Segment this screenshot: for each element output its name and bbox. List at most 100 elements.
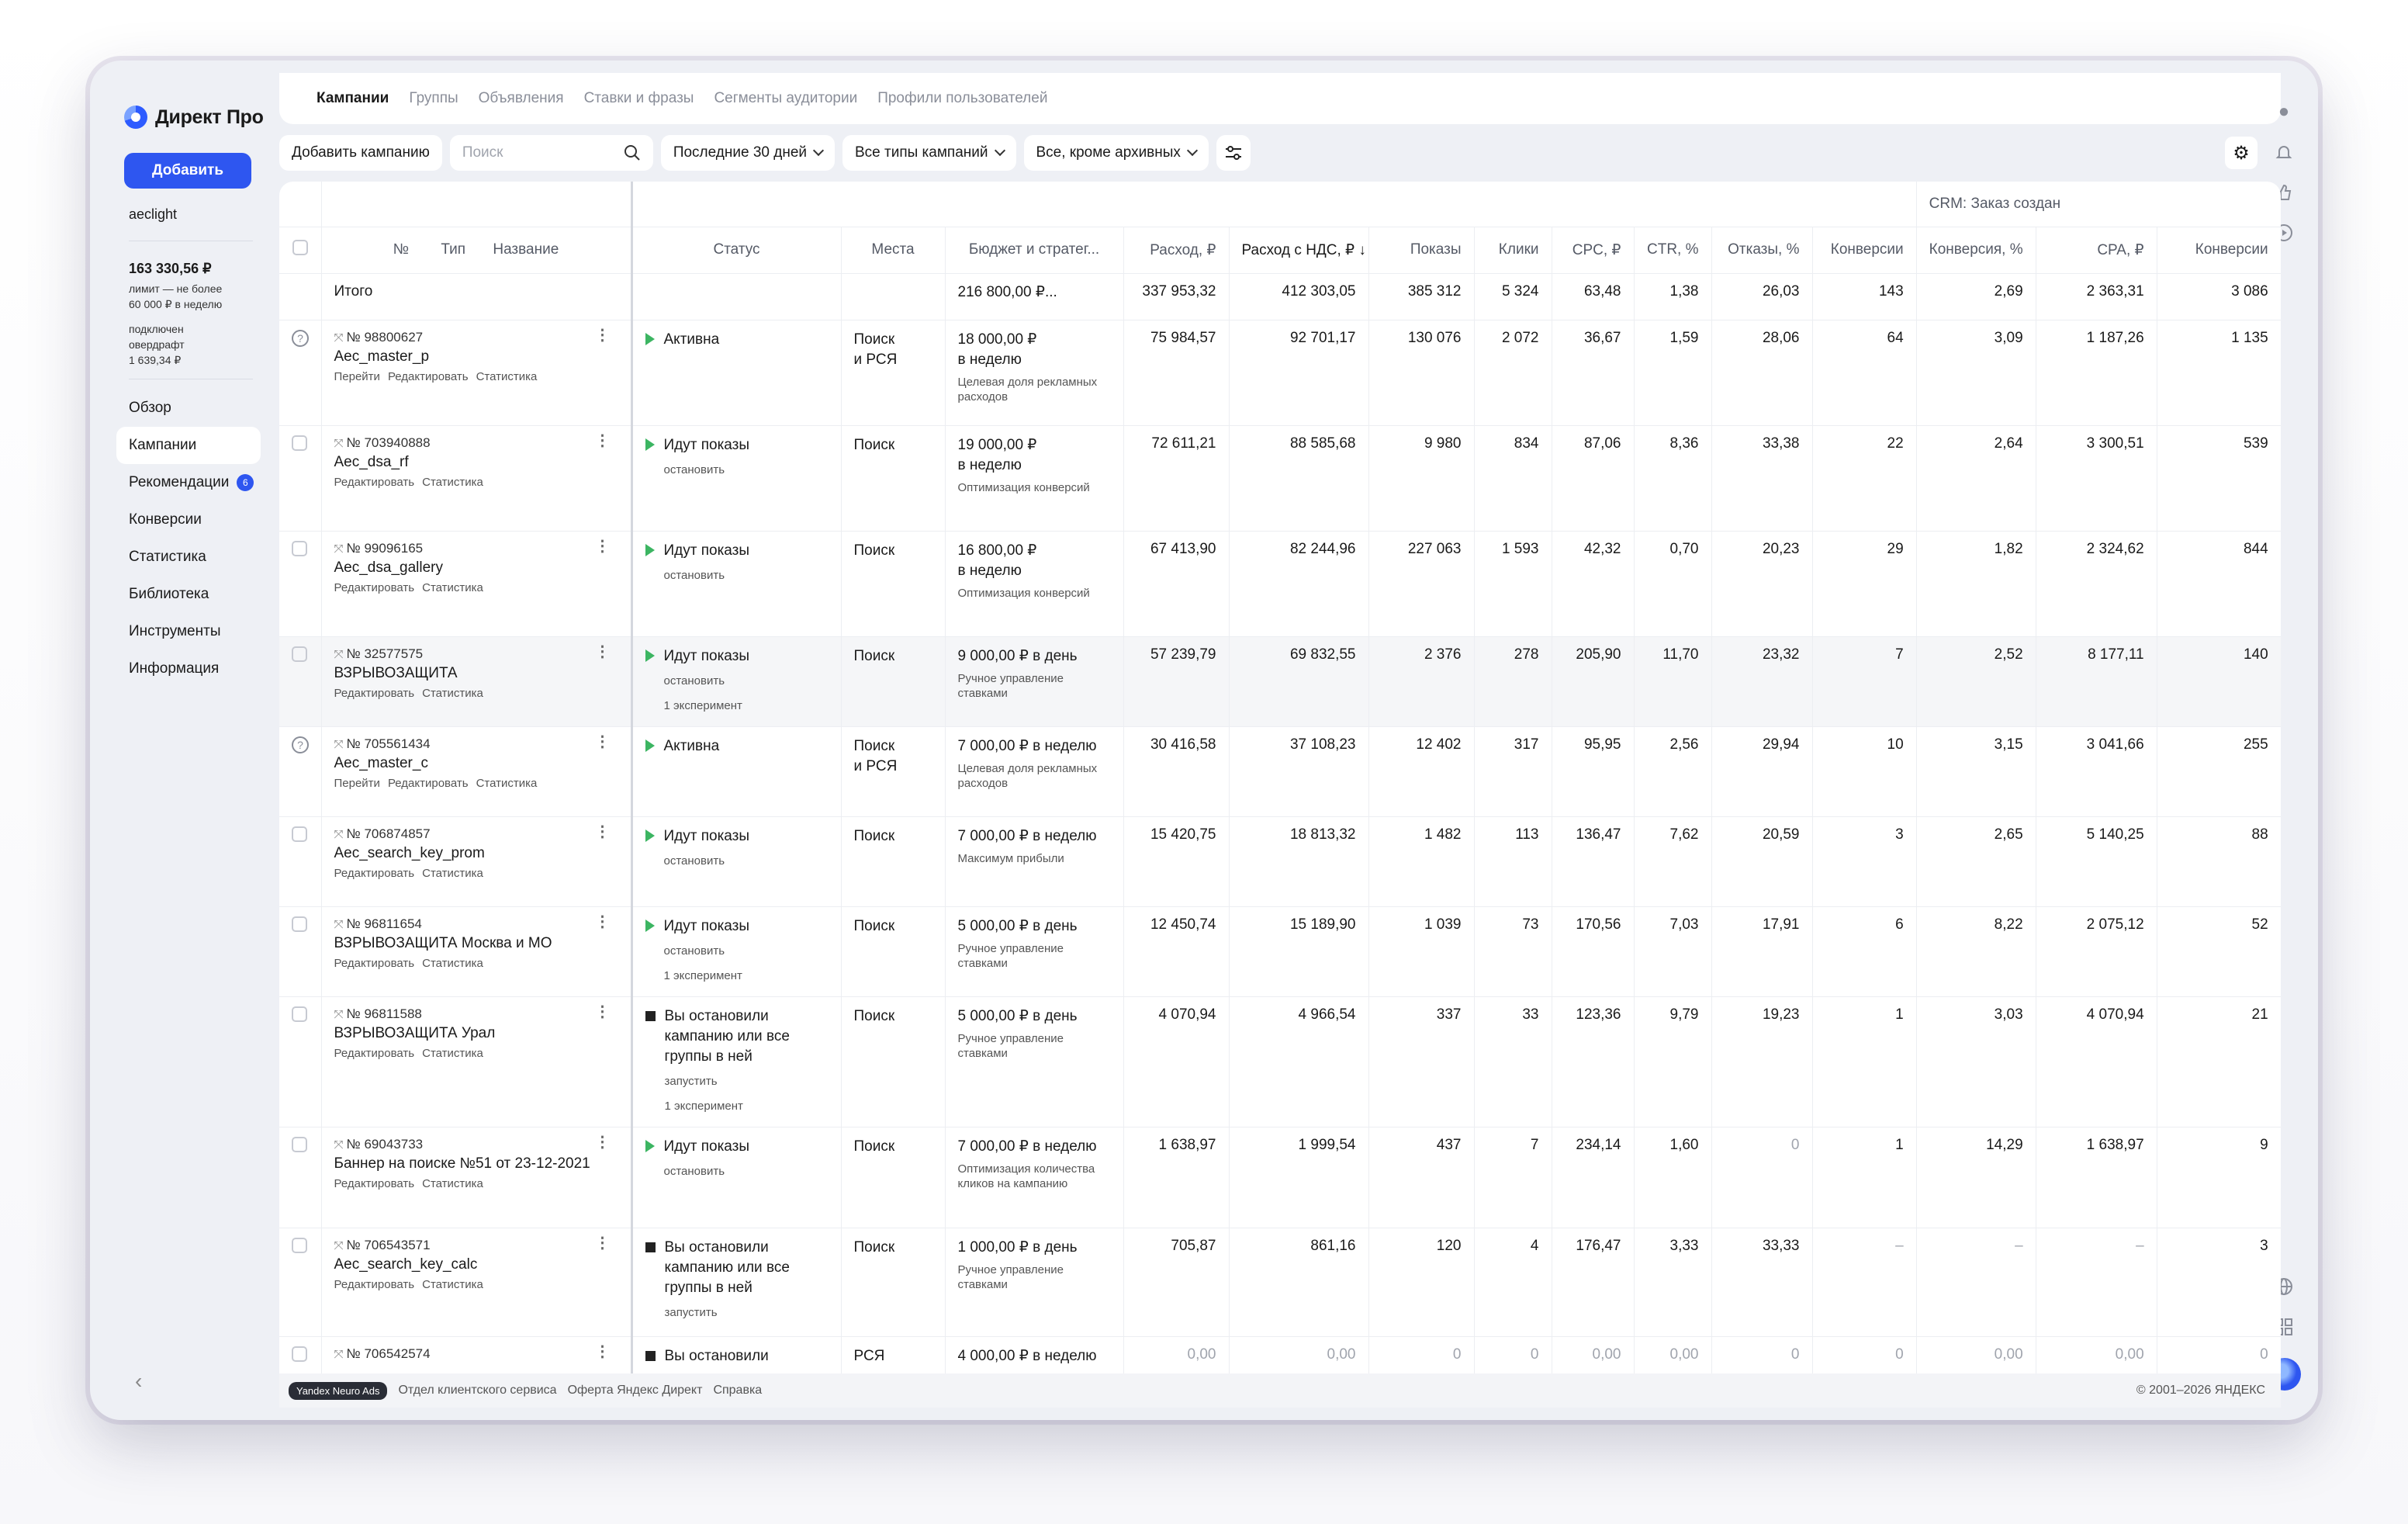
account-login[interactable]: aeclight bbox=[129, 206, 178, 222]
search-input[interactable]: Поиск bbox=[449, 135, 653, 171]
add-button[interactable]: Добавить bbox=[124, 153, 251, 189]
campaign-id[interactable]: № 706874857 bbox=[346, 826, 431, 841]
campaign-link[interactable]: Статистика bbox=[422, 956, 483, 970]
campaign-link[interactable]: Редактировать bbox=[334, 1277, 415, 1291]
campaign-link[interactable]: Статистика bbox=[476, 369, 538, 383]
campaign-id[interactable]: № 705561434 bbox=[346, 736, 431, 751]
campaign-id[interactable]: № 96811588 bbox=[346, 1006, 422, 1021]
campaign-link[interactable]: Редактировать bbox=[334, 866, 415, 880]
campaign-id[interactable]: № 69043733 bbox=[346, 1136, 424, 1152]
more-menu-icon[interactable]: ⋮ bbox=[594, 1234, 611, 1252]
status-action[interactable]: остановить bbox=[663, 568, 725, 582]
campaign-id[interactable]: № 99096165 bbox=[346, 540, 424, 556]
header-status[interactable]: Статус bbox=[631, 227, 842, 274]
budget-cell[interactable]: 9 000,00 ₽ в день Ручное управление ставк… bbox=[945, 636, 1124, 727]
status-action[interactable]: 1 эксперимент bbox=[664, 1099, 743, 1113]
more-menu-icon[interactable]: ⋮ bbox=[594, 1133, 611, 1151]
campaign-link[interactable]: Статистика bbox=[422, 1046, 483, 1060]
campaign-name[interactable]: Баннер на поиске №51 от 23-12-2021 bbox=[334, 1155, 590, 1172]
campaign-id[interactable]: № 706543571 bbox=[346, 1237, 431, 1252]
row-checkbox[interactable] bbox=[292, 646, 307, 662]
row-checkbox[interactable] bbox=[292, 826, 307, 842]
more-menu-icon[interactable]: ⋮ bbox=[594, 537, 611, 555]
status-action[interactable]: запустить bbox=[664, 1074, 718, 1088]
campaign-link[interactable]: Редактировать bbox=[334, 1046, 415, 1060]
campaign-link[interactable]: Редактировать bbox=[334, 475, 415, 489]
campaign-name[interactable]: ВЗРЫВОЗАЩИТА Урал bbox=[334, 1024, 496, 1041]
header-ctr[interactable]: CTR, % bbox=[1634, 227, 1712, 274]
status-action[interactable]: запустить bbox=[664, 1305, 718, 1319]
header-cpa[interactable]: CPA, ₽ bbox=[2036, 227, 2157, 274]
row-checkbox[interactable] bbox=[292, 435, 307, 451]
tab[interactable]: Кампании bbox=[317, 90, 389, 106]
header-conversions[interactable]: Конверсии bbox=[1812, 227, 1917, 274]
more-menu-icon[interactable]: ⋮ bbox=[594, 1003, 611, 1020]
campaign-link[interactable]: Редактировать bbox=[334, 580, 415, 594]
header-type[interactable]: Тип bbox=[441, 241, 466, 258]
status-action[interactable]: остановить bbox=[663, 944, 725, 958]
campaign-name[interactable]: Aec_dsa_rf bbox=[334, 453, 409, 470]
archive-filter-select[interactable]: Все, кроме архивных bbox=[1023, 135, 1209, 171]
sidebar-item[interactable]: Информация bbox=[116, 650, 261, 688]
sidebar-item[interactable]: Кампании bbox=[116, 427, 261, 464]
campaign-link[interactable]: Редактировать bbox=[387, 776, 469, 790]
campaign-name[interactable]: ВЗРЫВОЗАЩИТА bbox=[334, 664, 458, 681]
status-action[interactable]: остановить bbox=[663, 674, 725, 688]
campaign-id[interactable]: № 703940888 bbox=[346, 435, 431, 450]
logo[interactable]: Директ Про bbox=[124, 106, 264, 129]
campaign-link[interactable]: Статистика bbox=[422, 1277, 483, 1291]
more-menu-icon[interactable]: ⋮ bbox=[594, 1342, 611, 1360]
header-cpc[interactable]: CPC, ₽ bbox=[1552, 227, 1635, 274]
header-num[interactable]: № bbox=[393, 241, 410, 258]
header-budget[interactable]: Бюджет и стратег... bbox=[945, 227, 1124, 274]
header-spend[interactable]: Расход, ₽ bbox=[1123, 227, 1230, 274]
header-conversion-rate[interactable]: Конверсия, % bbox=[1916, 227, 2036, 274]
campaign-link[interactable]: Перейти bbox=[334, 369, 380, 383]
account-balance[interactable]: 163 330,56 ₽ bbox=[129, 261, 212, 276]
sidebar-item[interactable]: Обзор bbox=[116, 390, 261, 427]
campaign-name[interactable]: ВЗРЫВОЗАЩИТА Москва и МО bbox=[334, 934, 552, 951]
sidebar-item[interactable]: Статистика bbox=[116, 539, 261, 576]
collapse-sidebar-icon[interactable]: ‹ bbox=[135, 1369, 143, 1393]
tab[interactable]: Профили пользователей bbox=[877, 90, 1048, 106]
header-num-type-name[interactable]: № Тип Название bbox=[321, 227, 633, 274]
header-impressions[interactable]: Показы bbox=[1368, 227, 1475, 274]
row-checkbox[interactable] bbox=[292, 540, 307, 556]
row-checkbox[interactable] bbox=[292, 1237, 307, 1253]
campaign-type-select[interactable]: Все типы кампаний bbox=[842, 135, 1016, 171]
budget-cell[interactable]: 16 800,00 ₽ в неделю Оптимизация конверсий bbox=[945, 531, 1124, 637]
period-select[interactable]: Последние 30 дней bbox=[660, 135, 835, 171]
budget-cell[interactable]: 18 000,00 ₽ в неделю Целевая доля рекламны… bbox=[945, 320, 1124, 426]
more-menu-icon[interactable]: ⋮ bbox=[594, 326, 611, 344]
budget-cell[interactable]: 5 000,00 ₽ в день Ручное управление ставк… bbox=[945, 906, 1124, 997]
budget-cell[interactable]: 7 000,00 ₽ в неделю Целевая доля рекламны… bbox=[945, 726, 1124, 817]
campaign-name[interactable]: Aec_dsa_gallery bbox=[334, 559, 443, 576]
status-action[interactable]: остановить bbox=[663, 462, 725, 476]
filters-button[interactable] bbox=[1216, 135, 1251, 171]
header-bounces[interactable]: Отказы, % bbox=[1711, 227, 1813, 274]
status-action[interactable]: 1 эксперимент bbox=[663, 698, 742, 712]
campaign-name[interactable]: Aec_master_c bbox=[334, 754, 428, 771]
campaign-link[interactable]: Редактировать bbox=[334, 1176, 415, 1190]
row-checkbox[interactable] bbox=[292, 1136, 307, 1152]
neuro-ads-badge[interactable]: Yandex Neuro Ads bbox=[289, 1381, 388, 1400]
campaign-link[interactable]: Статистика bbox=[422, 475, 483, 489]
header-conversions-total[interactable]: Конверсии bbox=[2157, 227, 2281, 274]
budget-cell[interactable]: 19 000,00 ₽ в неделю Оптимизация конверсий bbox=[945, 425, 1124, 532]
header-name[interactable]: Название bbox=[493, 241, 559, 258]
tab[interactable]: Сегменты аудитории bbox=[714, 90, 858, 106]
help-icon[interactable]: ? bbox=[292, 329, 309, 347]
add-campaign-button[interactable]: Добавить кампанию bbox=[279, 135, 442, 171]
tab[interactable]: Группы bbox=[409, 90, 458, 106]
campaign-name[interactable]: Aec_search_key_prom bbox=[334, 844, 485, 861]
tab[interactable]: Ставки и фразы bbox=[583, 90, 694, 106]
campaign-link[interactable]: Статистика bbox=[422, 866, 483, 880]
tab[interactable]: Объявления bbox=[478, 90, 564, 106]
campaign-id[interactable]: № 98800627 bbox=[346, 329, 424, 345]
more-menu-icon[interactable]: ⋮ bbox=[594, 913, 611, 930]
sidebar-item[interactable]: Конверсии bbox=[116, 501, 261, 539]
campaign-link[interactable]: Статистика bbox=[422, 686, 483, 700]
budget-cell[interactable]: 1 000,00 ₽ в день Ручное управление ставк… bbox=[945, 1228, 1124, 1337]
header-spend-vat[interactable]: Расход с НДС, ₽ ↓ bbox=[1229, 227, 1369, 274]
campaign-link[interactable]: Статистика bbox=[422, 580, 483, 594]
